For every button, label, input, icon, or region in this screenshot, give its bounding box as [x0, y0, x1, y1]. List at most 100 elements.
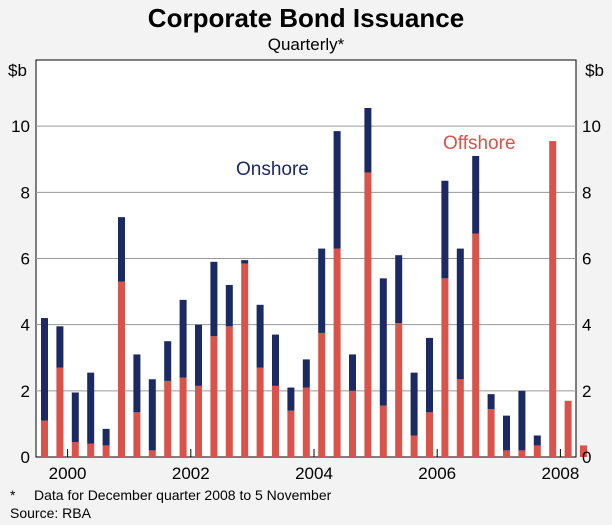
bar-offshore — [364, 172, 372, 457]
chart-title: Corporate Bond Issuance — [148, 3, 464, 33]
bar-offshore — [87, 443, 95, 457]
x-tick-label: 2002 — [172, 464, 210, 483]
gridlines — [36, 125, 576, 392]
bar-onshore — [272, 334, 279, 386]
bar-onshore — [426, 337, 433, 413]
bar-onshore — [87, 372, 95, 444]
bar-offshore — [225, 326, 233, 457]
bar-offshore — [549, 141, 557, 457]
bar-offshore — [472, 233, 480, 457]
bar-offshore — [272, 385, 279, 457]
bar-onshore — [349, 354, 356, 391]
bar-onshore — [118, 217, 125, 282]
bar-offshore — [333, 248, 341, 457]
bar-onshore — [410, 372, 418, 436]
y-tick-label-left: 0 — [21, 448, 30, 467]
bar-onshore — [164, 341, 172, 381]
x-tick-label: 2008 — [541, 464, 579, 483]
bar-offshore — [441, 278, 449, 457]
bar-offshore — [395, 323, 403, 457]
bar-offshore — [503, 450, 510, 457]
bar-onshore — [533, 435, 541, 446]
bar-offshore — [456, 379, 464, 457]
bar-onshore — [41, 318, 48, 421]
bar-onshore — [395, 255, 403, 324]
y-tick-label-left: 4 — [21, 316, 30, 335]
source-note: Source: RBA — [10, 505, 91, 521]
bar-onshore — [518, 390, 526, 451]
bar-onshore — [487, 394, 495, 410]
bar-onshore — [225, 284, 233, 327]
bar-onshore — [441, 180, 449, 279]
bar-onshore — [148, 379, 156, 451]
bar-offshore — [179, 377, 187, 457]
bar-offshore — [287, 410, 295, 457]
bar-offshore — [210, 336, 218, 457]
bar-offshore — [580, 445, 587, 457]
bar-offshore — [426, 412, 433, 457]
bar-onshore — [179, 299, 187, 378]
y-tick-labels: 0 0 2 2 4 4 6 6 8 8 10 10 — [11, 117, 601, 467]
footnote-text: Data for December quarter 2008 to 5 Nove… — [34, 487, 332, 503]
bar-onshore — [56, 326, 64, 368]
y-axis-unit-left: $b — [8, 61, 27, 80]
bar-onshore — [456, 248, 464, 380]
x-tick-labels: 2000 2002 2004 2006 2008 — [49, 449, 579, 483]
bar-offshore — [102, 445, 110, 457]
bar-onshore — [379, 278, 387, 406]
bar-onshore — [503, 415, 510, 451]
y-axis-unit-right: $b — [585, 61, 604, 80]
bar-offshore — [533, 445, 541, 457]
bar-offshore — [56, 367, 64, 457]
offshore-label: Offshore — [443, 133, 516, 154]
x-tick-label: 2006 — [418, 464, 456, 483]
bar-onshore — [472, 155, 480, 234]
bar-offshore — [256, 367, 264, 457]
bar-onshore — [302, 359, 310, 388]
bar-offshore — [118, 281, 125, 457]
bar-offshore — [241, 263, 249, 457]
bar-onshore — [364, 107, 372, 173]
bar-onshore — [256, 304, 264, 368]
bar-onshore — [287, 387, 295, 411]
bar-onshore — [195, 324, 202, 386]
bar-offshore — [564, 400, 572, 457]
y-tick-label-left: 8 — [21, 183, 30, 202]
bar-onshore — [210, 261, 218, 337]
bar-offshore — [148, 450, 156, 457]
x-tick-label: 2004 — [295, 464, 333, 483]
bar-onshore — [133, 354, 141, 413]
bar-onshore — [102, 428, 110, 446]
bar-offshore — [164, 380, 172, 457]
y-tick-label-left: 6 — [21, 250, 30, 269]
bar-offshore — [318, 332, 326, 457]
y-tick-label-right: 0 — [582, 448, 591, 467]
y-tick-label-right: 8 — [582, 183, 591, 202]
bar-onshore — [318, 248, 326, 333]
bar-onshore — [241, 260, 249, 264]
bar-offshore — [41, 420, 48, 457]
footnote: * Data for December quarter 2008 to 5 Nov… — [10, 487, 331, 503]
bar-offshore — [349, 390, 356, 457]
y-tick-label-left: 10 — [11, 117, 30, 136]
bar-offshore — [71, 442, 79, 457]
bar-offshore — [133, 412, 141, 457]
bar-offshore — [195, 385, 202, 457]
y-tick-label-left: 2 — [21, 382, 30, 401]
bar-offshore — [379, 405, 387, 457]
bars-group — [41, 107, 587, 457]
y-tick-label-right: 6 — [582, 250, 591, 269]
bar-onshore — [333, 131, 341, 249]
y-tick-label-right: 2 — [582, 382, 591, 401]
chart-subtitle: Quarterly* — [268, 35, 345, 54]
bar-offshore — [410, 435, 418, 457]
bar-onshore — [71, 392, 79, 443]
bar-offshore — [518, 450, 526, 457]
y-tick-label-right: 10 — [582, 117, 601, 136]
bar-offshore — [487, 409, 495, 457]
footnote-marker: * — [10, 487, 16, 503]
y-tick-label-right: 4 — [582, 316, 591, 335]
bar-offshore — [302, 387, 310, 457]
onshore-label: Onshore — [236, 159, 309, 180]
